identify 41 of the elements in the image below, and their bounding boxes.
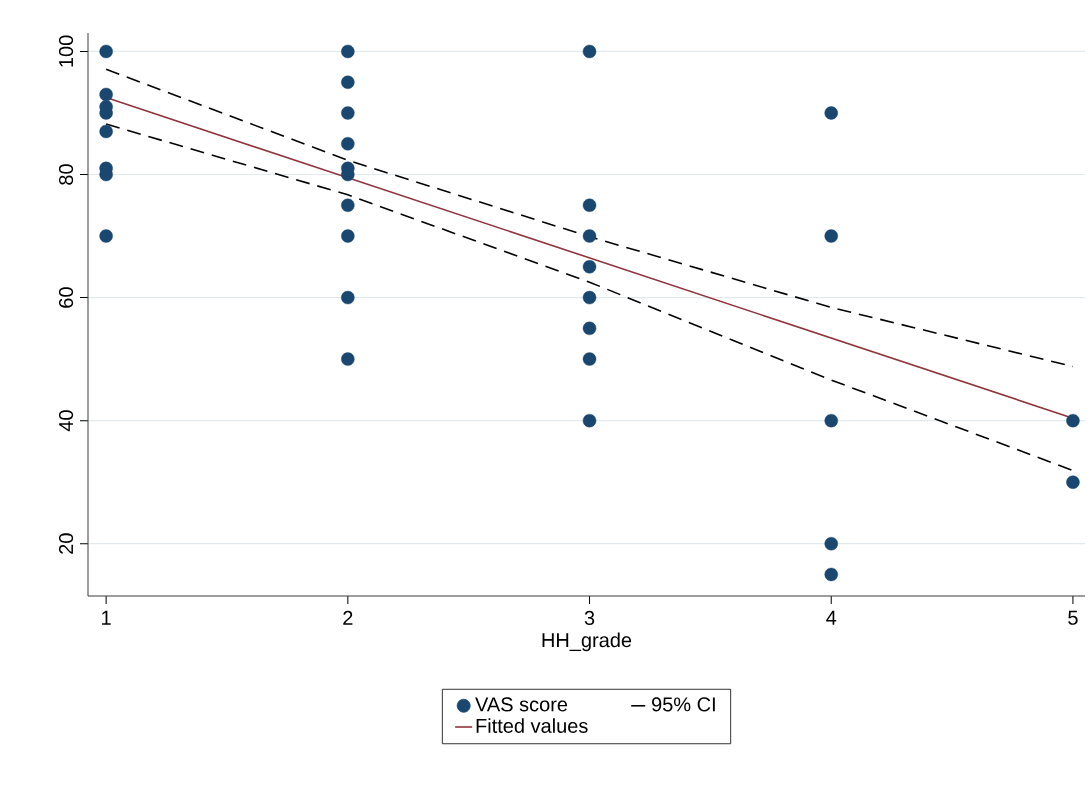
x-axis-title: HH_grade bbox=[542, 632, 632, 652]
x-tick-label: 2 bbox=[343, 610, 353, 625]
x-tick-label: 5 bbox=[1068, 610, 1078, 625]
legend-label: VAS score bbox=[475, 697, 568, 712]
point bbox=[341, 290, 355, 305]
point bbox=[824, 229, 838, 243]
legend-label: 95% CI bbox=[652, 697, 715, 712]
y-tick-label: 100 bbox=[58, 35, 74, 67]
x-tick-label: 1 bbox=[102, 610, 111, 625]
point bbox=[1066, 475, 1080, 489]
point bbox=[582, 290, 597, 305]
point bbox=[824, 537, 838, 551]
point bbox=[99, 229, 113, 243]
point bbox=[341, 198, 355, 212]
y-tick-label: 20 bbox=[58, 533, 74, 554]
point bbox=[582, 260, 597, 274]
x-tick-label: 4 bbox=[826, 610, 837, 625]
y-tick-label: 80 bbox=[58, 164, 74, 185]
point bbox=[341, 352, 355, 366]
point bbox=[824, 567, 838, 582]
point bbox=[582, 413, 597, 428]
point bbox=[341, 106, 355, 120]
x-tick-label: 3 bbox=[584, 610, 595, 626]
point bbox=[824, 106, 838, 120]
point bbox=[582, 352, 597, 366]
point bbox=[341, 44, 355, 59]
legend-label: Fitted values bbox=[476, 718, 588, 733]
point bbox=[341, 137, 355, 151]
point bbox=[582, 44, 597, 59]
point bbox=[582, 321, 597, 336]
point bbox=[341, 75, 355, 89]
point bbox=[99, 124, 113, 139]
point bbox=[1066, 413, 1080, 428]
point bbox=[341, 229, 355, 243]
point bbox=[99, 44, 113, 59]
y-tick-label: 40 bbox=[58, 410, 74, 432]
point bbox=[582, 229, 597, 243]
point bbox=[824, 413, 838, 428]
point bbox=[582, 198, 597, 212]
y-tick-label: 60 bbox=[58, 287, 74, 308]
point bbox=[99, 87, 113, 102]
